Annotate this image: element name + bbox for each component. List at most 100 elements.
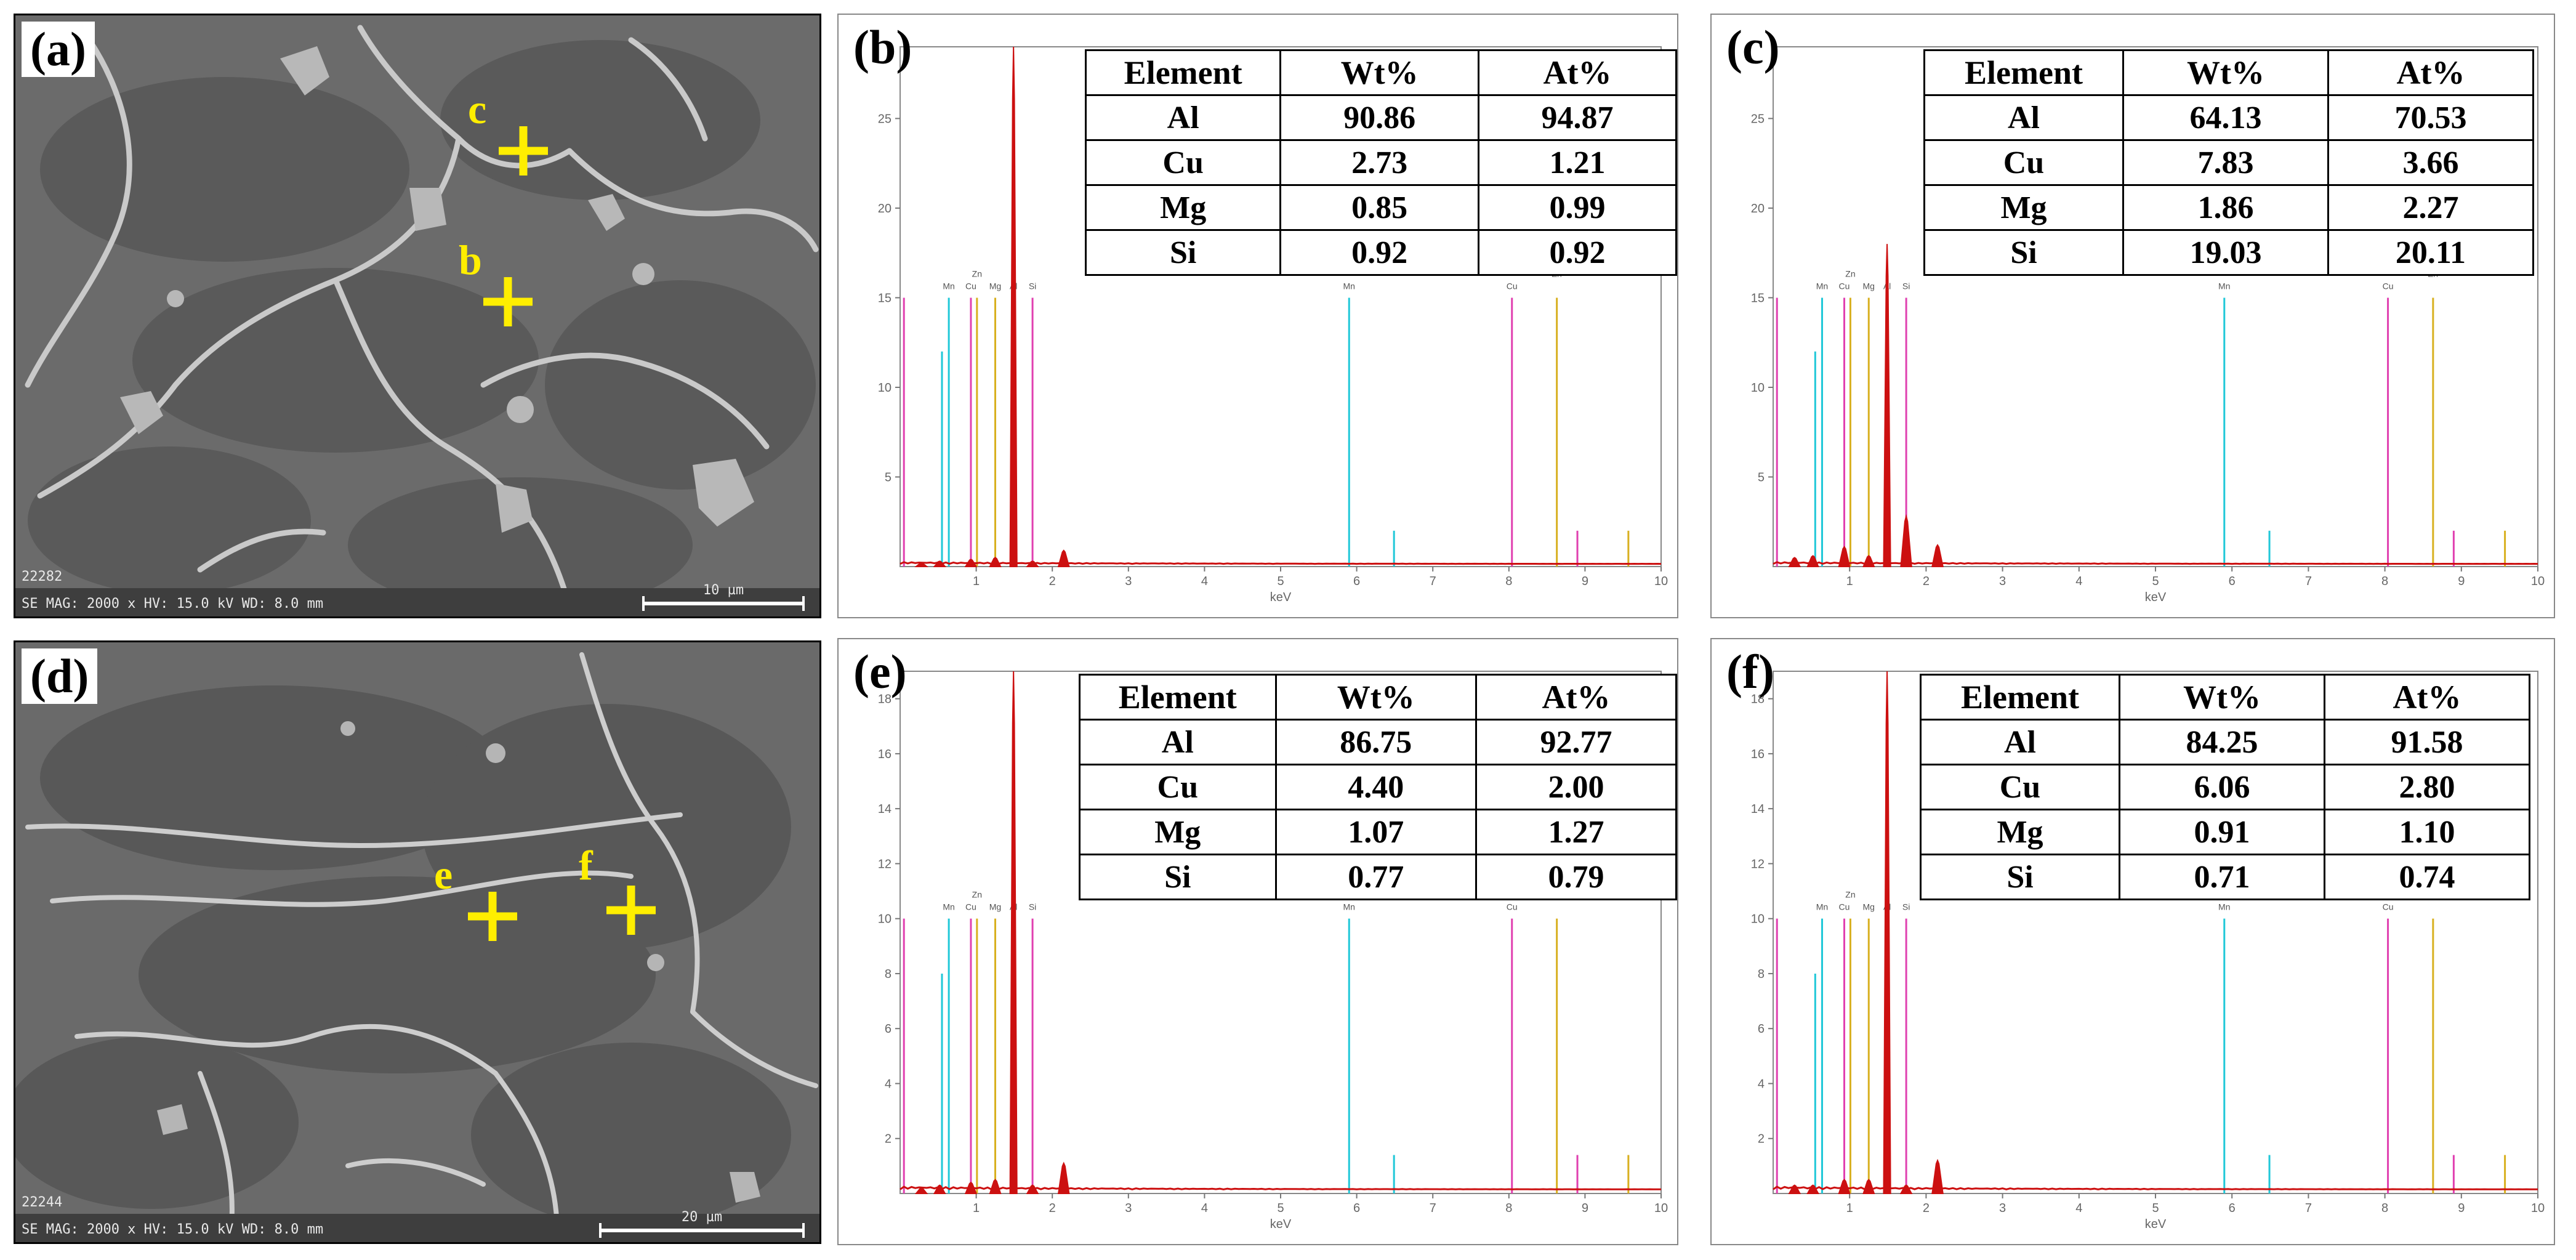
cell-at: 1.10 [2324, 809, 2530, 855]
y-tick-label: 20 [878, 202, 892, 216]
cell-at: 2.80 [2324, 764, 2530, 810]
cell-element: Cu [1079, 764, 1277, 810]
spectrum-peak [1899, 1184, 1913, 1194]
table-row: Cu 6.06 2.80 [1920, 764, 2530, 810]
x-tick-label: 9 [2458, 575, 2465, 588]
spectrum-peak [1931, 1158, 1944, 1194]
x-tick-label: 7 [2305, 575, 2312, 588]
x-tick-label: 1 [1846, 1201, 1853, 1215]
table-row: Al 86.75 92.77 [1079, 719, 1678, 765]
table-header-row: Element Wt% At% [1920, 674, 2530, 721]
table-row: Cu 4.40 2.00 [1079, 764, 1678, 810]
eds-spectrum-e: 2468101214161812345678910keVMnZnCuMgAlSi… [878, 671, 1668, 1231]
sem-micrograph-d: 22244 SE MAG: 2000 x HV: 15.0 kV WD: 8.0… [15, 642, 819, 1242]
cell-wt: 0.92 [1279, 229, 1479, 276]
cell-wt: 90.86 [1279, 94, 1479, 141]
x-tick-label: 6 [1353, 575, 1360, 588]
cell-wt: 86.75 [1274, 719, 1477, 765]
y-tick-label: 16 [878, 748, 892, 761]
table-row: Si 19.03 20.11 [1923, 229, 2534, 276]
x-tick-label: 4 [1201, 575, 1208, 588]
x-tick-label: 2 [1049, 575, 1056, 588]
peak-label: Si [1029, 902, 1036, 912]
peak-label: Cu [2383, 902, 2394, 912]
peak-label: Mn [943, 281, 954, 291]
x-tick-label: 5 [2152, 575, 2159, 588]
table-row: Mg 0.85 0.99 [1084, 184, 1678, 231]
spectrum-baseline [900, 561, 1662, 565]
cell-element: Al [1920, 719, 2120, 765]
peak-label: Si [1902, 902, 1910, 912]
y-tick-label: 5 [1758, 470, 1765, 484]
cell-at: 70.53 [2327, 94, 2534, 141]
spectrum-peak [1026, 560, 1039, 567]
spectrum-peak [914, 1187, 928, 1194]
header-at: At% [2327, 49, 2534, 96]
panel-label-f: (f) [1726, 645, 1774, 698]
spectrum-peak [933, 560, 947, 567]
peak-label: Cu [1839, 281, 1850, 291]
y-tick-label: 10 [878, 913, 892, 926]
y-tick-label: 20 [1751, 202, 1765, 216]
table-row: Si 0.71 0.74 [1920, 854, 2530, 900]
y-tick-label: 4 [885, 1077, 892, 1091]
peak-label: Cu [2383, 281, 2394, 291]
peak-label: Zn [972, 890, 982, 900]
x-tick-label: 10 [1654, 575, 1668, 588]
header-wt: Wt% [1274, 674, 1477, 721]
spectrum-baseline [1773, 1185, 2538, 1190]
table-row: Mg 1.07 1.27 [1079, 809, 1678, 855]
composition-table-b: Element Wt% At% Al 90.86 94.87 Cu 2.73 1… [1084, 49, 1678, 276]
x-axis-label: keV [2145, 591, 2167, 604]
cell-element: Cu [1923, 139, 2124, 186]
y-tick-label: 6 [885, 1022, 892, 1036]
x-tick-label: 1 [973, 1201, 980, 1215]
composition-table-f: Element Wt% At% Al 84.25 91.58 Cu 6.06 2… [1920, 674, 2530, 900]
x-tick-label: 10 [2531, 575, 2545, 588]
cell-at: 1.21 [1477, 139, 1678, 186]
cell-at: 2.00 [1475, 764, 1678, 810]
peak-label: Mn [943, 902, 954, 912]
spectrum-peak [1838, 546, 1851, 567]
x-axis-label: keV [1270, 591, 1292, 604]
marker-cross-b [483, 277, 533, 326]
sem-image-a: (a) 22282 SE MAG: 2000 x HV: 15.0 kV WD:… [14, 14, 821, 618]
eds-panel-b: (b) 51015202512345678910keVMnZnCuMgAlSiM… [837, 14, 1678, 618]
table-row: Mg 0.91 1.10 [1920, 809, 2530, 855]
x-tick-label: 10 [2531, 1201, 2545, 1215]
x-tick-label: 2 [1049, 1201, 1056, 1215]
spectrum-peak [1009, 46, 1018, 567]
header-wt: Wt% [2122, 49, 2329, 96]
spectrum-peak [1788, 557, 1801, 567]
cell-element: Al [1923, 94, 2124, 141]
header-wt: Wt% [1279, 49, 1479, 96]
x-axis-label: keV [2145, 1218, 2167, 1231]
peak-label: Mn [2218, 902, 2230, 912]
y-tick-label: 5 [885, 470, 892, 484]
table-header-row: Element Wt% At% [1084, 49, 1678, 96]
y-tick-label: 15 [878, 291, 892, 305]
cell-at: 94.87 [1477, 94, 1678, 141]
peak-label: Cu [1507, 902, 1518, 912]
marker-cross-e [468, 892, 517, 941]
cell-element: Mg [1923, 184, 2124, 231]
spectrum-peak [1883, 671, 1891, 1194]
y-tick-label: 10 [1751, 913, 1765, 926]
table-row: Si 0.92 0.92 [1084, 229, 1678, 276]
cell-wt: 0.91 [2119, 809, 2325, 855]
y-tick-label: 16 [1751, 748, 1765, 761]
x-axis-label: keV [1270, 1218, 1292, 1231]
spectrum-peak [1026, 1184, 1039, 1194]
x-tick-label: 7 [1430, 575, 1436, 588]
panel-label-e: (e) [853, 645, 907, 698]
cell-at: 0.92 [1477, 229, 1678, 276]
sem-footer-params-a: SE MAG: 2000 x HV: 15.0 kV WD: 8.0 mm [22, 596, 323, 612]
header-element: Element [1923, 49, 2124, 96]
spectrum-peak [1862, 1179, 1875, 1194]
peak-label: Zn [972, 269, 982, 278]
cell-element: Si [1079, 854, 1277, 900]
table-row: Al 84.25 91.58 [1920, 719, 2530, 765]
spectrum-peak [1806, 1184, 1819, 1194]
spectrum-peak [1900, 514, 1912, 567]
x-tick-label: 5 [1277, 1201, 1284, 1215]
